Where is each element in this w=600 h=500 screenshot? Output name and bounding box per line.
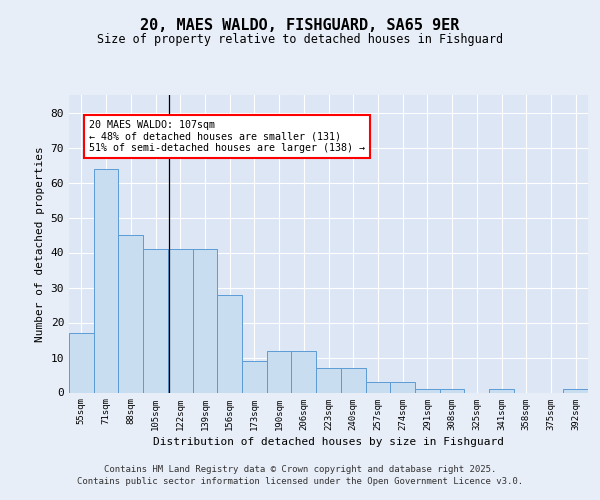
Bar — [118, 235, 143, 392]
Bar — [341, 368, 365, 392]
Bar — [292, 350, 316, 393]
Bar — [143, 249, 168, 392]
Bar — [242, 361, 267, 392]
Bar — [365, 382, 390, 392]
Bar — [69, 333, 94, 392]
Bar — [193, 249, 217, 392]
Bar — [563, 389, 588, 392]
Bar — [390, 382, 415, 392]
Text: Contains HM Land Registry data © Crown copyright and database right 2025.: Contains HM Land Registry data © Crown c… — [104, 465, 496, 474]
Y-axis label: Number of detached properties: Number of detached properties — [35, 146, 45, 342]
Text: Size of property relative to detached houses in Fishguard: Size of property relative to detached ho… — [97, 32, 503, 46]
Bar — [415, 389, 440, 392]
Bar — [440, 389, 464, 392]
Bar — [267, 350, 292, 393]
Text: 20, MAES WALDO, FISHGUARD, SA65 9ER: 20, MAES WALDO, FISHGUARD, SA65 9ER — [140, 18, 460, 32]
Text: 20 MAES WALDO: 107sqm
← 48% of detached houses are smaller (131)
51% of semi-det: 20 MAES WALDO: 107sqm ← 48% of detached … — [89, 120, 365, 152]
Bar — [489, 389, 514, 392]
Text: Contains public sector information licensed under the Open Government Licence v3: Contains public sector information licen… — [77, 477, 523, 486]
Bar — [316, 368, 341, 392]
Bar — [168, 249, 193, 392]
Bar — [94, 168, 118, 392]
X-axis label: Distribution of detached houses by size in Fishguard: Distribution of detached houses by size … — [153, 436, 504, 446]
Bar — [217, 294, 242, 392]
